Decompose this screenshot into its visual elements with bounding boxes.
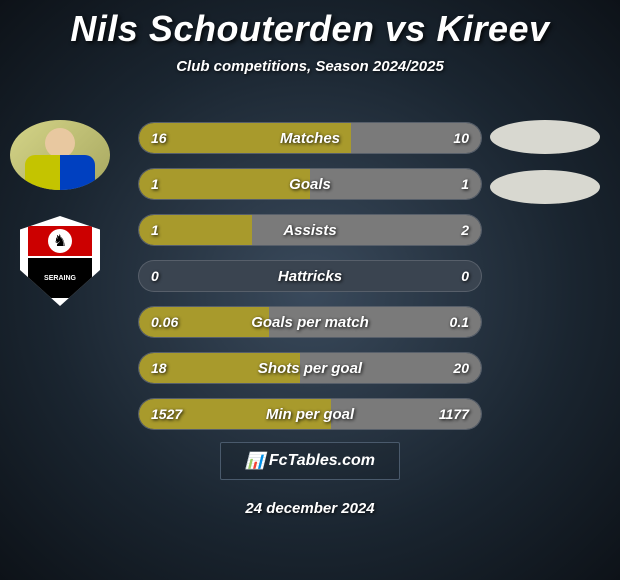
opponent-club-placeholder — [490, 170, 600, 204]
player-avatar — [10, 120, 110, 190]
stat-label: Goals per match — [139, 307, 481, 337]
stat-row: 1610Matches — [138, 122, 482, 154]
left-avatars: ♞ SERAING — [10, 120, 110, 296]
stat-row: 11Goals — [138, 168, 482, 200]
brand-box[interactable]: 📊 FcTables.com — [220, 442, 400, 480]
stat-row: 0.060.1Goals per match — [138, 306, 482, 338]
lion-icon: ♞ — [48, 229, 72, 253]
stat-label: Matches — [139, 123, 481, 153]
stat-row: 1820Shots per goal — [138, 352, 482, 384]
club-badge: ♞ SERAING — [10, 226, 110, 296]
stat-row: 15271177Min per goal — [138, 398, 482, 430]
stat-label: Hattricks — [139, 261, 481, 291]
stat-label: Min per goal — [139, 399, 481, 429]
stats-table: 1610Matches 11Goals 12Assists 00Hattricks 0.… — [138, 122, 482, 430]
brand-name: FcTables.com — [269, 452, 375, 470]
page-subtitle: Club competitions, Season 2024/2025 — [0, 58, 620, 75]
stat-label: Goals — [139, 169, 481, 199]
stat-row: 00Hattricks — [138, 260, 482, 292]
right-avatars — [490, 120, 600, 204]
club-badge-text: SERAING — [28, 258, 92, 298]
date-label: 24 december 2024 — [0, 500, 620, 517]
opponent-avatar-placeholder — [490, 120, 600, 154]
stat-row: 12Assists — [138, 214, 482, 246]
stat-label: Shots per goal — [139, 353, 481, 383]
stat-label: Assists — [139, 215, 481, 245]
page-title: Nils Schouterden vs Kireev — [0, 0, 620, 50]
chart-icon: 📊 — [245, 451, 265, 471]
